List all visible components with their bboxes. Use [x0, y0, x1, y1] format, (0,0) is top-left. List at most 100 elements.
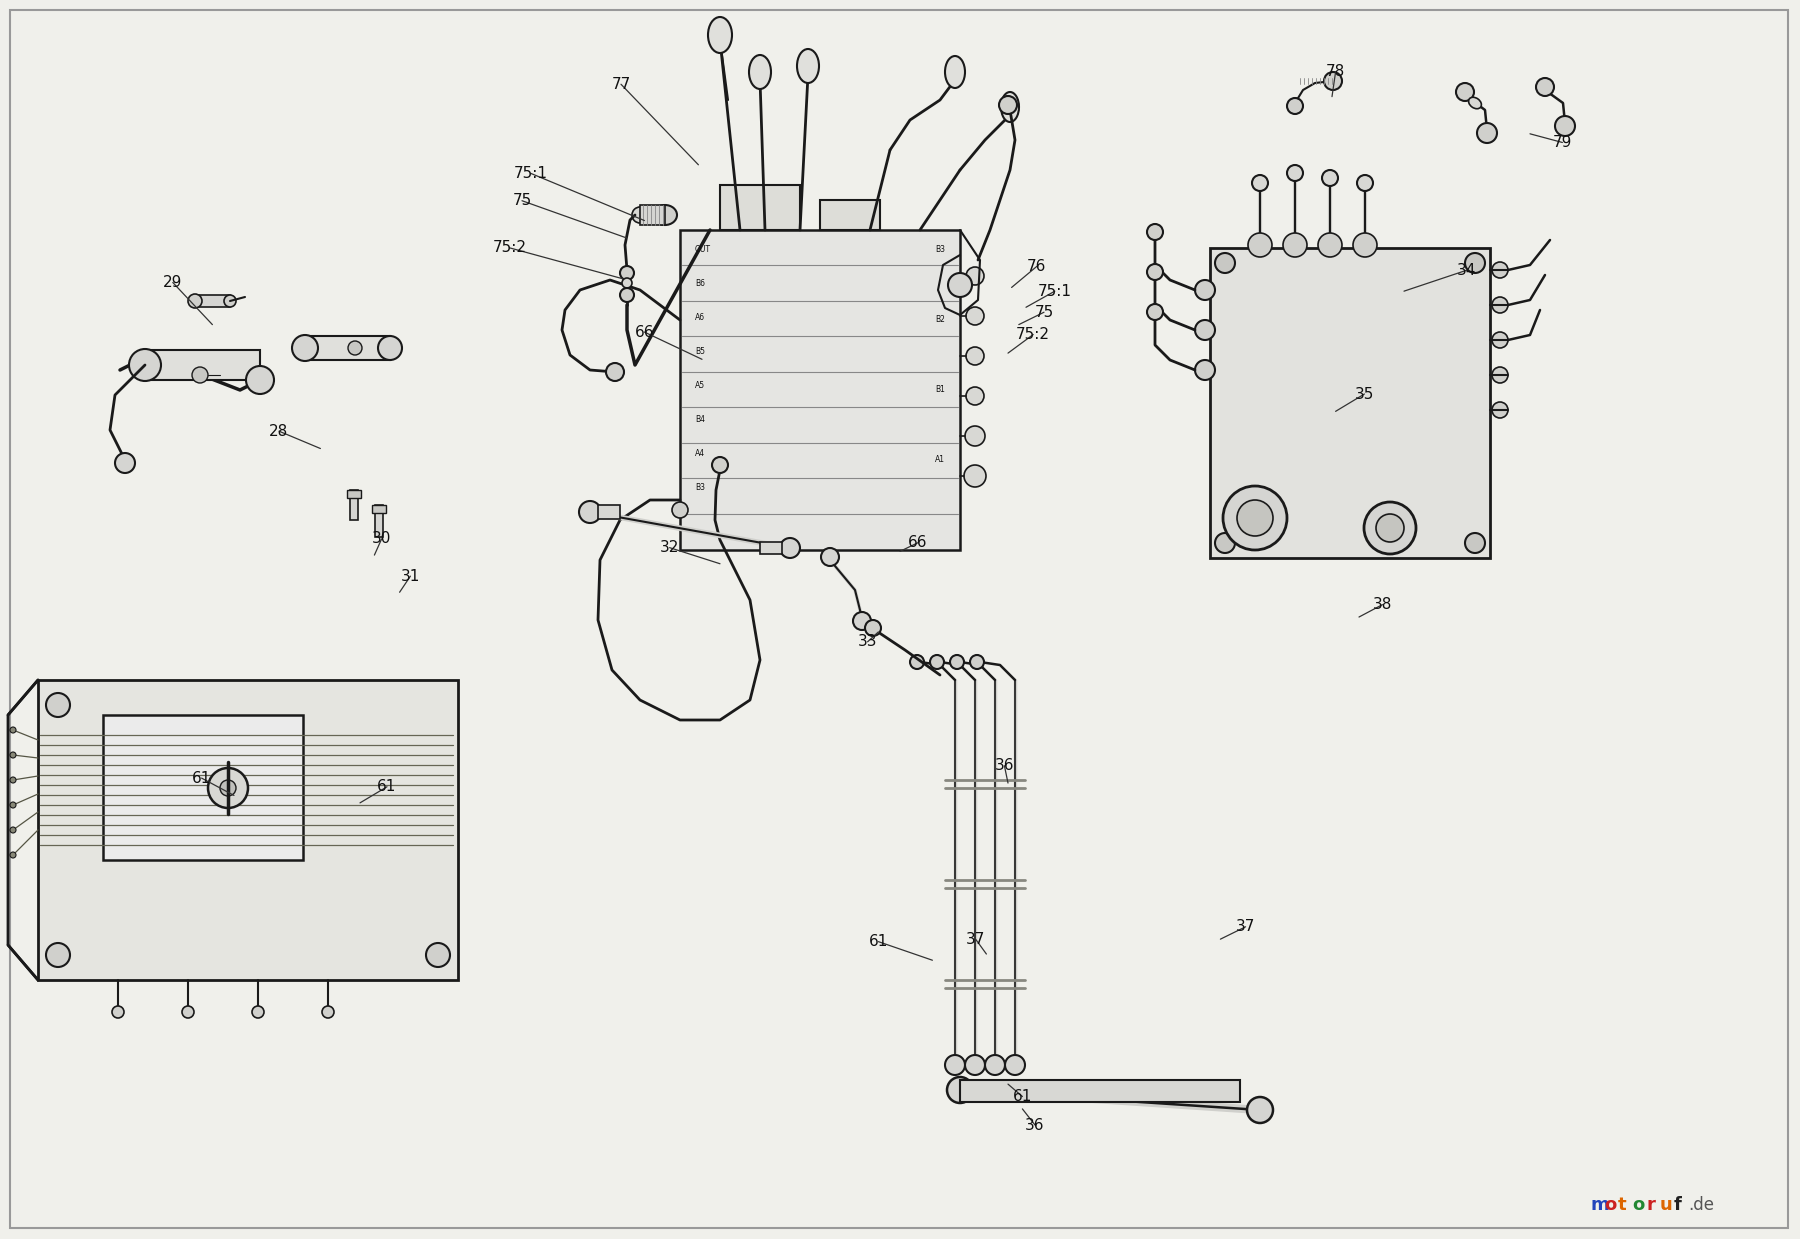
Text: 66: 66 [635, 325, 653, 339]
Text: .de: .de [1688, 1196, 1714, 1214]
Text: o: o [1633, 1196, 1643, 1214]
Circle shape [11, 752, 16, 758]
Circle shape [607, 363, 625, 382]
Bar [821, 199, 880, 230]
Circle shape [247, 366, 274, 394]
Circle shape [1492, 261, 1508, 278]
Text: 61: 61 [193, 771, 211, 786]
Circle shape [220, 781, 236, 795]
Text: 36: 36 [1026, 1118, 1044, 1132]
Circle shape [967, 347, 985, 366]
Circle shape [1147, 304, 1163, 320]
Circle shape [821, 548, 839, 566]
Circle shape [1321, 170, 1337, 186]
Circle shape [1354, 233, 1377, 256]
Circle shape [623, 278, 632, 287]
Ellipse shape [1469, 98, 1481, 109]
Circle shape [779, 538, 799, 558]
Circle shape [209, 768, 248, 808]
Ellipse shape [945, 56, 965, 88]
Circle shape [1492, 367, 1508, 383]
Circle shape [112, 1006, 124, 1018]
Text: m: m [1589, 1196, 1609, 1214]
Circle shape [965, 465, 986, 487]
Circle shape [1555, 116, 1575, 136]
Circle shape [947, 1077, 974, 1103]
Text: B3: B3 [695, 483, 706, 492]
Circle shape [1492, 297, 1508, 313]
Bar [194, 295, 230, 307]
Circle shape [115, 453, 135, 473]
Circle shape [1287, 165, 1303, 181]
Circle shape [1357, 175, 1373, 191]
Text: 31: 31 [401, 569, 419, 584]
Circle shape [1492, 401, 1508, 418]
Text: A4: A4 [695, 450, 706, 458]
Circle shape [619, 266, 634, 280]
Circle shape [47, 693, 70, 717]
Circle shape [967, 387, 985, 405]
Circle shape [1195, 320, 1215, 339]
Text: B6: B6 [695, 280, 706, 289]
Circle shape [427, 943, 450, 966]
Text: 28: 28 [270, 424, 288, 439]
Circle shape [11, 826, 16, 833]
Text: 61: 61 [869, 934, 887, 949]
Circle shape [1222, 486, 1287, 550]
Circle shape [1195, 280, 1215, 300]
Text: 37: 37 [967, 932, 985, 947]
Bar [304, 336, 391, 361]
Text: 76: 76 [1028, 259, 1046, 274]
Text: 32: 32 [661, 540, 679, 555]
Circle shape [1287, 98, 1303, 114]
Text: 37: 37 [1237, 919, 1255, 934]
Circle shape [47, 943, 70, 966]
Text: A6: A6 [695, 313, 706, 322]
Circle shape [965, 426, 985, 446]
Text: 77: 77 [612, 77, 630, 92]
Ellipse shape [632, 207, 648, 223]
Circle shape [999, 95, 1017, 114]
Circle shape [1465, 253, 1485, 273]
Text: t: t [1618, 1196, 1627, 1214]
Bar [720, 185, 799, 230]
Text: 78: 78 [1327, 64, 1345, 79]
Ellipse shape [653, 204, 677, 225]
Circle shape [193, 367, 209, 383]
Circle shape [965, 1054, 985, 1075]
Circle shape [967, 266, 985, 285]
Circle shape [853, 612, 871, 629]
Circle shape [1247, 1097, 1273, 1123]
Circle shape [985, 1054, 1004, 1075]
Circle shape [1364, 502, 1417, 554]
Circle shape [1456, 83, 1474, 102]
Text: r: r [1645, 1196, 1654, 1214]
Circle shape [1465, 533, 1485, 553]
Circle shape [378, 336, 401, 361]
Circle shape [1375, 514, 1404, 541]
Circle shape [1147, 224, 1163, 240]
Text: o: o [1604, 1196, 1616, 1214]
Text: 75: 75 [513, 193, 531, 208]
Ellipse shape [707, 17, 733, 53]
Circle shape [1318, 233, 1343, 256]
Text: B3: B3 [934, 245, 945, 254]
Ellipse shape [749, 55, 770, 89]
Circle shape [322, 1006, 335, 1018]
Bar [349, 489, 358, 520]
Circle shape [292, 335, 319, 361]
Text: B5: B5 [695, 347, 706, 357]
Bar [374, 506, 383, 536]
Circle shape [945, 1054, 965, 1075]
Circle shape [1195, 361, 1215, 380]
Circle shape [970, 655, 985, 669]
Text: 61: 61 [1013, 1089, 1031, 1104]
Circle shape [671, 502, 688, 518]
Circle shape [347, 341, 362, 356]
Text: u: u [1660, 1196, 1672, 1214]
Text: 29: 29 [164, 275, 182, 290]
Text: 30: 30 [373, 532, 391, 546]
Circle shape [1215, 533, 1235, 553]
Bar [347, 489, 362, 498]
Ellipse shape [1001, 92, 1019, 121]
